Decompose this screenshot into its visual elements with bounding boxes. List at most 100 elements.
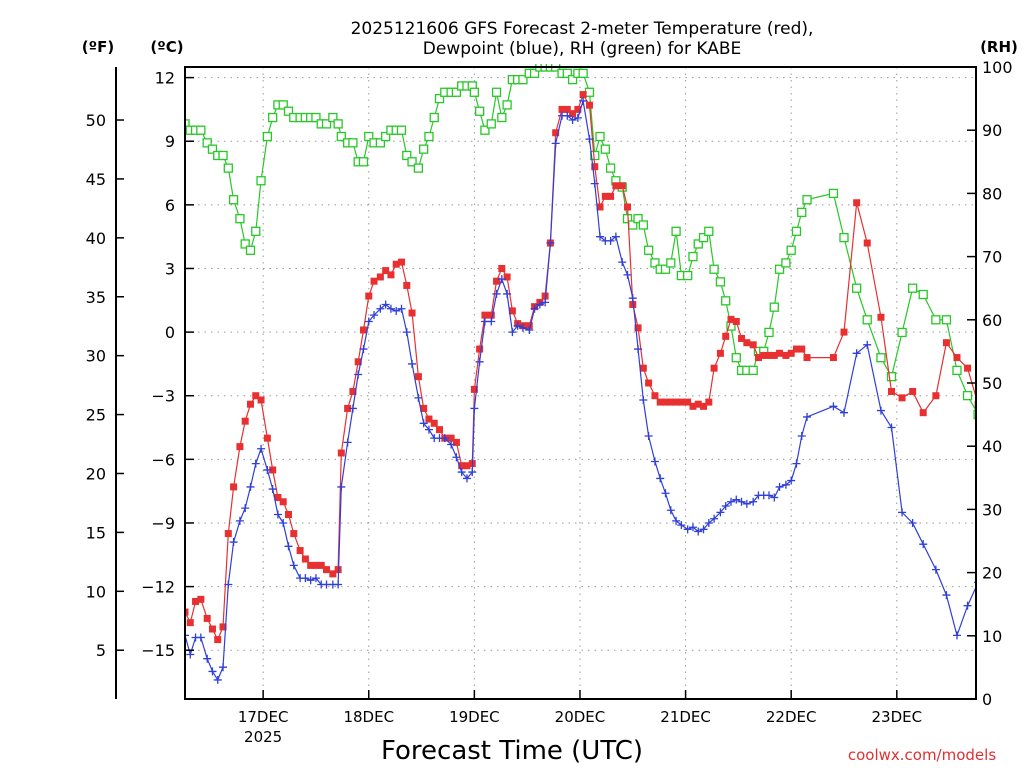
dewpoint-point bbox=[688, 523, 697, 532]
dewpoint-point bbox=[440, 434, 449, 443]
rh-point bbox=[764, 327, 774, 338]
dewpoint-point bbox=[683, 525, 692, 534]
temperature-point bbox=[618, 182, 626, 190]
temperature-point bbox=[481, 311, 489, 319]
dewpoint-point bbox=[370, 311, 379, 320]
fahrenheit-tick-label: 25 bbox=[86, 406, 106, 425]
rh-point bbox=[721, 296, 731, 306]
rh-point bbox=[235, 214, 245, 224]
dewpoint-point bbox=[196, 633, 205, 642]
rh-point bbox=[918, 289, 928, 300]
temperature-point bbox=[525, 322, 533, 330]
temperature-point bbox=[898, 394, 906, 402]
temperature-point bbox=[284, 510, 292, 518]
temperature-point bbox=[337, 449, 345, 457]
dewpoint-point bbox=[468, 468, 477, 477]
rh-point bbox=[605, 163, 616, 173]
dewpoint-point bbox=[803, 412, 812, 421]
dewpoint-point bbox=[503, 289, 512, 298]
x-tick-label: 22DEC bbox=[766, 708, 817, 726]
temperature-point bbox=[863, 239, 871, 247]
dewpoint-point bbox=[656, 474, 665, 483]
rh-point bbox=[1007, 392, 1015, 400]
rh-point bbox=[328, 112, 338, 123]
dewpoint-point bbox=[518, 323, 527, 332]
rh-point bbox=[828, 188, 839, 199]
temperature-point bbox=[909, 387, 917, 395]
dewpoint-point bbox=[1007, 553, 1015, 561]
rh-point bbox=[375, 138, 386, 148]
temperature-point bbox=[257, 396, 265, 404]
rh-point bbox=[584, 87, 595, 97]
dewpoint-point bbox=[508, 328, 517, 337]
dewpoint-point bbox=[257, 444, 266, 453]
dewpoint-point bbox=[343, 438, 352, 447]
temperature-point bbox=[203, 614, 211, 622]
temperature-point bbox=[312, 561, 320, 569]
temperature-point bbox=[716, 349, 724, 357]
temperature-point bbox=[301, 555, 309, 563]
temperature-point bbox=[607, 192, 615, 200]
temperature-point bbox=[563, 105, 571, 113]
dewpoint-point bbox=[251, 459, 260, 468]
dewpoint-point bbox=[408, 359, 417, 368]
temperature-point bbox=[684, 398, 692, 406]
rh-point bbox=[769, 302, 779, 312]
dewpoint-point bbox=[996, 544, 1004, 552]
dewpoint-point bbox=[241, 504, 250, 513]
temperature-point bbox=[629, 301, 637, 309]
temperature-point bbox=[185, 608, 189, 616]
temperature-point bbox=[252, 392, 260, 400]
rh-point bbox=[931, 315, 941, 325]
dewpoint-point bbox=[606, 236, 615, 245]
fahrenheit-tick-label: 30 bbox=[86, 347, 106, 366]
temperature-point bbox=[585, 101, 593, 109]
fahrenheit-tick-label: 40 bbox=[86, 229, 106, 248]
dewpoint-point bbox=[525, 325, 534, 334]
temperature-point bbox=[700, 402, 708, 410]
x-tick-label: 20DEC bbox=[555, 708, 606, 726]
temperature-point bbox=[447, 434, 455, 442]
dewpoint-point bbox=[661, 489, 670, 498]
temperature-point bbox=[508, 307, 516, 315]
dewpoint-point bbox=[541, 298, 550, 307]
series-layer bbox=[185, 64, 1015, 684]
temperature-point bbox=[246, 400, 254, 408]
temperature-point bbox=[365, 292, 373, 300]
temperature-point bbox=[710, 364, 718, 372]
temperature-point bbox=[436, 426, 444, 434]
rh-point bbox=[396, 125, 407, 135]
dewpoint-point bbox=[650, 457, 659, 466]
rh-point bbox=[962, 390, 973, 401]
fahrenheit-tick-label: 10 bbox=[86, 582, 106, 601]
temperature-point bbox=[236, 443, 244, 451]
rh-point bbox=[595, 131, 605, 142]
rh-point bbox=[600, 144, 610, 154]
series-clip-group bbox=[185, 64, 1015, 684]
dewpoint-point bbox=[634, 345, 643, 354]
rh-point bbox=[196, 125, 206, 135]
dewpoint-point bbox=[644, 432, 653, 441]
dewpoint-point bbox=[397, 304, 406, 313]
dewpoint-point bbox=[829, 402, 838, 411]
rh-point bbox=[321, 119, 332, 129]
dewpoint-point bbox=[337, 482, 346, 491]
temperature-point bbox=[672, 398, 680, 406]
fahrenheit-tick-label: 45 bbox=[86, 170, 106, 189]
temperature-point bbox=[224, 530, 232, 538]
rh-point bbox=[683, 270, 693, 281]
temperature-point bbox=[192, 597, 200, 605]
dewpoint-point bbox=[186, 650, 195, 659]
temperature-point bbox=[463, 462, 471, 470]
temperature-point bbox=[307, 561, 315, 569]
temperature-point bbox=[727, 315, 735, 323]
dewpoint-point bbox=[852, 349, 861, 358]
dewpoint-point bbox=[273, 510, 282, 519]
dewpoint-point bbox=[732, 495, 741, 504]
rh-tick-label: 90 bbox=[982, 121, 1002, 140]
temperature-point bbox=[425, 415, 433, 423]
dewpoint-point bbox=[737, 497, 746, 506]
temperature-point bbox=[738, 334, 746, 342]
rh-point bbox=[941, 315, 952, 325]
